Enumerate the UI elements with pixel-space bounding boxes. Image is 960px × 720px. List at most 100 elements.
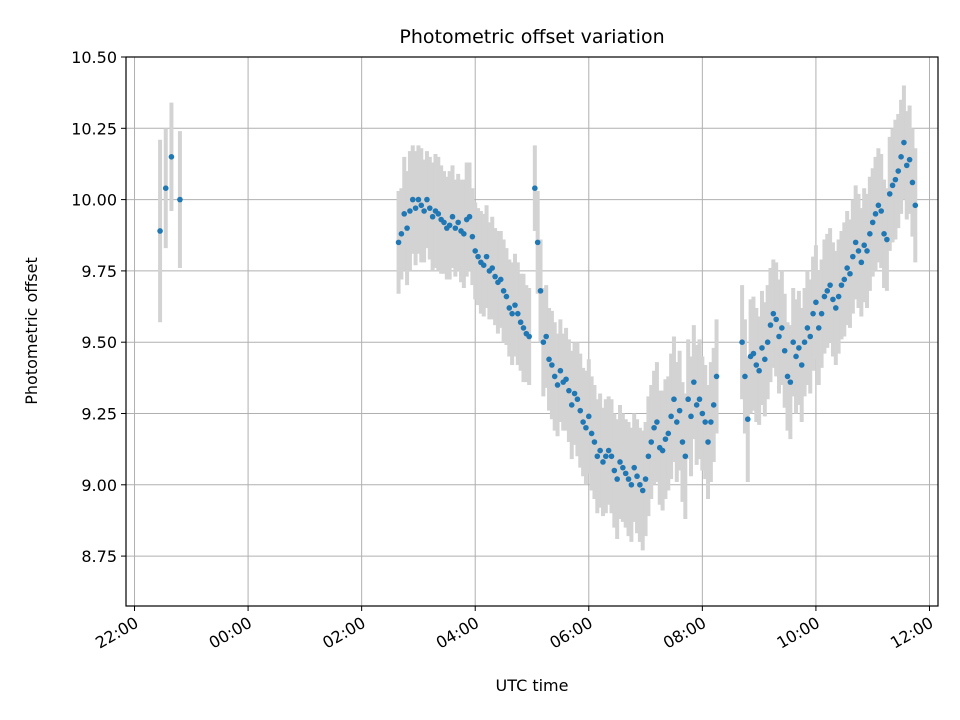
data-point [773, 316, 779, 323]
data-point [455, 219, 461, 226]
data-point [449, 213, 456, 220]
data-point [762, 356, 768, 363]
data-point [710, 402, 717, 408]
data-point [654, 419, 660, 425]
data-point [801, 339, 808, 345]
data-point [418, 202, 425, 209]
data-point [705, 439, 711, 445]
data-point [864, 248, 870, 254]
data-point [429, 213, 436, 220]
data-point [815, 325, 822, 331]
data-point [685, 396, 691, 403]
data-point [483, 253, 490, 260]
data-point [534, 239, 541, 246]
data-point [912, 202, 919, 209]
data-point [563, 376, 569, 383]
data-point [742, 373, 748, 380]
data-point [673, 419, 680, 425]
data-point [532, 185, 538, 191]
y-axis: 8.75 9.00 9.25 9.50 9.75 10.00 10.25 10.50 [71, 48, 126, 566]
data-point [620, 464, 626, 471]
data-point [744, 416, 751, 422]
data-point [691, 379, 697, 385]
data-point [588, 430, 595, 437]
data-point [472, 248, 479, 254]
data-point [852, 239, 859, 246]
y-tick-label: 9.75 [81, 262, 117, 281]
data-point [821, 293, 828, 300]
data-point [807, 333, 814, 340]
data-point [162, 185, 169, 191]
data-point [662, 436, 669, 442]
data-point [764, 339, 771, 345]
data-point [827, 282, 833, 288]
data-point [639, 487, 646, 494]
data-point [617, 459, 623, 465]
data-point [409, 196, 416, 203]
data-point [875, 202, 882, 209]
data-point [517, 319, 524, 326]
x-axis-title: UTC time [496, 676, 569, 695]
data-point [554, 382, 561, 388]
data-point [855, 248, 862, 254]
data-point [435, 211, 442, 217]
data-point [708, 419, 714, 425]
data-point [489, 265, 496, 271]
data-point [466, 213, 473, 220]
data-point [895, 168, 902, 174]
data-point [810, 310, 816, 317]
data-point [779, 325, 785, 331]
data-point [594, 453, 601, 460]
data-point [884, 236, 890, 243]
data-point [767, 322, 774, 328]
data-point [872, 211, 879, 217]
data-point [603, 453, 609, 460]
data-point [585, 413, 592, 420]
data-point [696, 396, 703, 403]
data-point [699, 410, 706, 417]
data-point [835, 293, 842, 300]
data-point [404, 225, 410, 231]
y-tick-label: 10.50 [71, 48, 117, 67]
data-point [676, 407, 683, 414]
data-point [520, 325, 527, 331]
data-point [824, 288, 831, 294]
data-points [157, 139, 919, 494]
data-point [583, 424, 589, 431]
data-point [605, 447, 612, 454]
data-point [168, 154, 175, 160]
data-point [844, 265, 850, 271]
data-point [546, 356, 552, 363]
data-point [566, 387, 572, 394]
data-point [543, 333, 549, 340]
data-point [671, 396, 677, 403]
data-point [634, 473, 640, 480]
data-point [526, 333, 532, 340]
data-point [597, 447, 603, 454]
data-point [830, 296, 836, 303]
data-point [889, 182, 896, 189]
data-point [509, 310, 515, 317]
data-point [688, 413, 694, 420]
data-point [446, 222, 453, 229]
data-point [574, 396, 581, 403]
data-point [426, 205, 433, 211]
data-point [841, 276, 848, 283]
data-point [886, 191, 893, 197]
data-point [645, 453, 652, 460]
data-point [702, 419, 708, 425]
data-point [909, 179, 916, 186]
data-point [759, 345, 765, 351]
data-point [838, 282, 845, 288]
data-point [591, 439, 598, 445]
data-point [500, 288, 507, 294]
y-tick-label: 9.25 [81, 404, 117, 423]
data-point [665, 430, 672, 437]
data-point [781, 347, 788, 354]
y-tick-label: 10.25 [71, 119, 117, 138]
data-point [776, 333, 782, 340]
data-point [452, 225, 459, 231]
data-point [492, 273, 498, 280]
chart-title: Photometric offset variation [399, 26, 664, 48]
